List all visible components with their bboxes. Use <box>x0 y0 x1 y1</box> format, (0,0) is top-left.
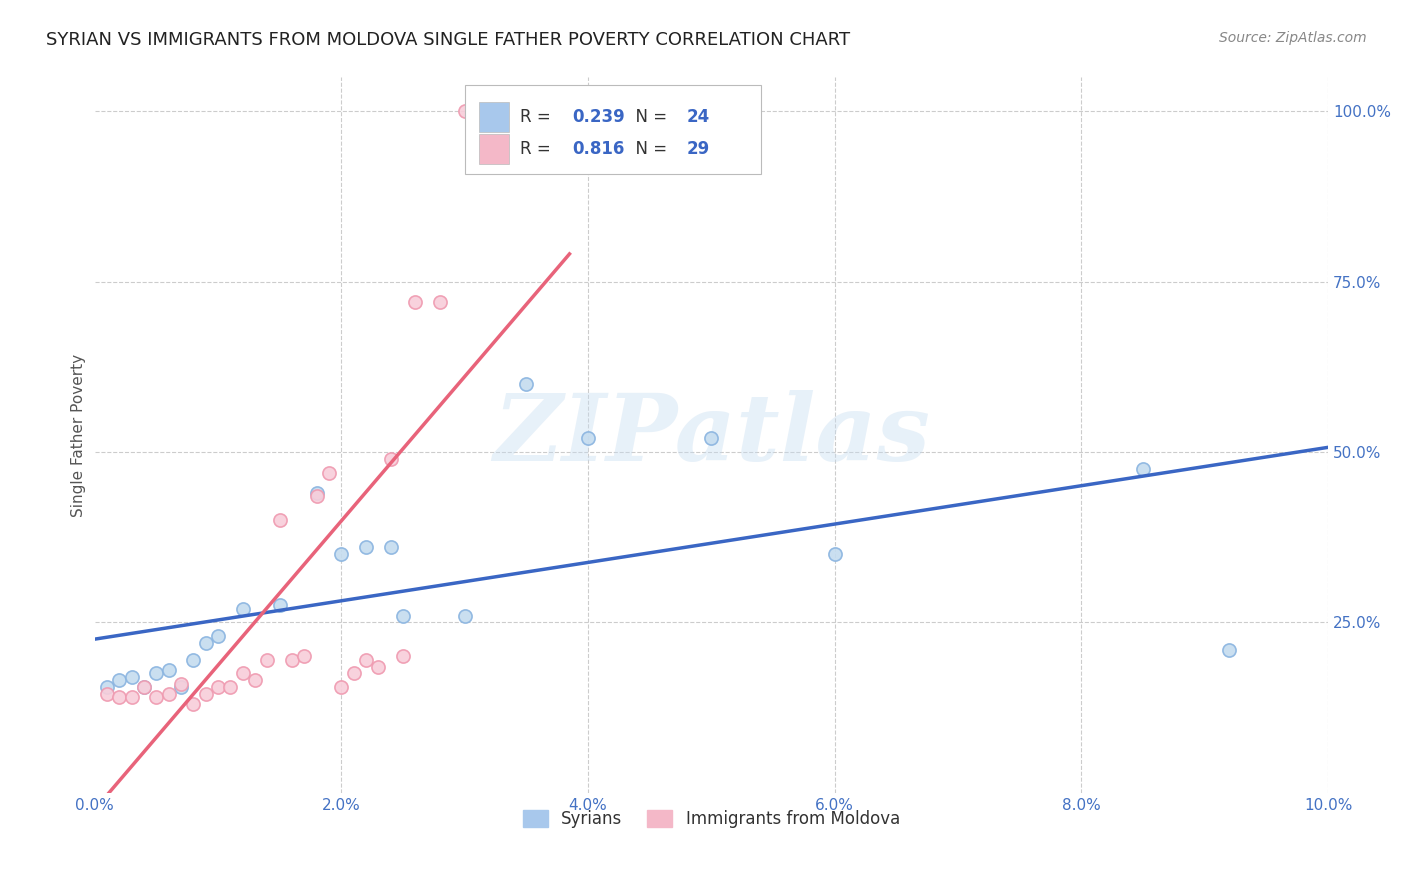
Point <box>380 451 402 466</box>
Point <box>305 486 328 500</box>
FancyBboxPatch shape <box>464 85 761 174</box>
Point <box>170 676 193 690</box>
Point <box>354 541 377 555</box>
Point <box>194 687 217 701</box>
Text: Source: ZipAtlas.com: Source: ZipAtlas.com <box>1219 31 1367 45</box>
Text: R =: R = <box>520 108 557 126</box>
Point <box>121 670 143 684</box>
Point <box>824 547 846 561</box>
Point <box>108 673 131 688</box>
Point <box>429 295 451 310</box>
Point <box>207 680 229 694</box>
Point <box>1218 642 1240 657</box>
Point <box>305 489 328 503</box>
Text: 29: 29 <box>686 140 710 158</box>
Legend: Syrians, Immigrants from Moldova: Syrians, Immigrants from Moldova <box>516 803 907 834</box>
Text: 0.239: 0.239 <box>572 108 624 126</box>
Point <box>281 653 304 667</box>
Point <box>269 599 291 613</box>
Text: 24: 24 <box>686 108 710 126</box>
Point <box>232 601 254 615</box>
Point <box>1132 462 1154 476</box>
Point <box>121 690 143 705</box>
Point <box>318 466 340 480</box>
Point <box>132 680 155 694</box>
Text: SYRIAN VS IMMIGRANTS FROM MOLDOVA SINGLE FATHER POVERTY CORRELATION CHART: SYRIAN VS IMMIGRANTS FROM MOLDOVA SINGLE… <box>46 31 851 49</box>
Point <box>232 666 254 681</box>
Text: N =: N = <box>626 140 672 158</box>
Point <box>292 649 315 664</box>
Point <box>380 541 402 555</box>
Point <box>132 680 155 694</box>
Point <box>515 104 537 119</box>
Text: N =: N = <box>626 108 672 126</box>
Point <box>330 547 353 561</box>
Point <box>256 653 278 667</box>
Text: R =: R = <box>520 140 557 158</box>
FancyBboxPatch shape <box>479 134 509 164</box>
Point <box>404 295 426 310</box>
Point <box>343 666 366 681</box>
Point <box>453 104 475 119</box>
Point <box>145 690 167 705</box>
Point <box>207 629 229 643</box>
Point <box>219 680 242 694</box>
Point <box>392 608 415 623</box>
Point <box>453 608 475 623</box>
Point <box>330 680 353 694</box>
Point <box>392 649 415 664</box>
Point <box>367 659 389 673</box>
Point <box>576 432 599 446</box>
Point <box>157 663 180 677</box>
Point <box>515 376 537 391</box>
Point <box>181 697 204 711</box>
Point <box>243 673 266 688</box>
Text: ZIPatlas: ZIPatlas <box>494 390 929 480</box>
Point <box>96 680 118 694</box>
Point <box>170 680 193 694</box>
Point <box>157 687 180 701</box>
Y-axis label: Single Father Poverty: Single Father Poverty <box>72 353 86 516</box>
Point <box>181 653 204 667</box>
Point <box>354 653 377 667</box>
Point <box>194 636 217 650</box>
Point <box>269 513 291 527</box>
Point <box>96 687 118 701</box>
FancyBboxPatch shape <box>479 102 509 132</box>
Text: 0.816: 0.816 <box>572 140 624 158</box>
Point <box>145 666 167 681</box>
Point <box>700 432 723 446</box>
Point <box>108 690 131 705</box>
